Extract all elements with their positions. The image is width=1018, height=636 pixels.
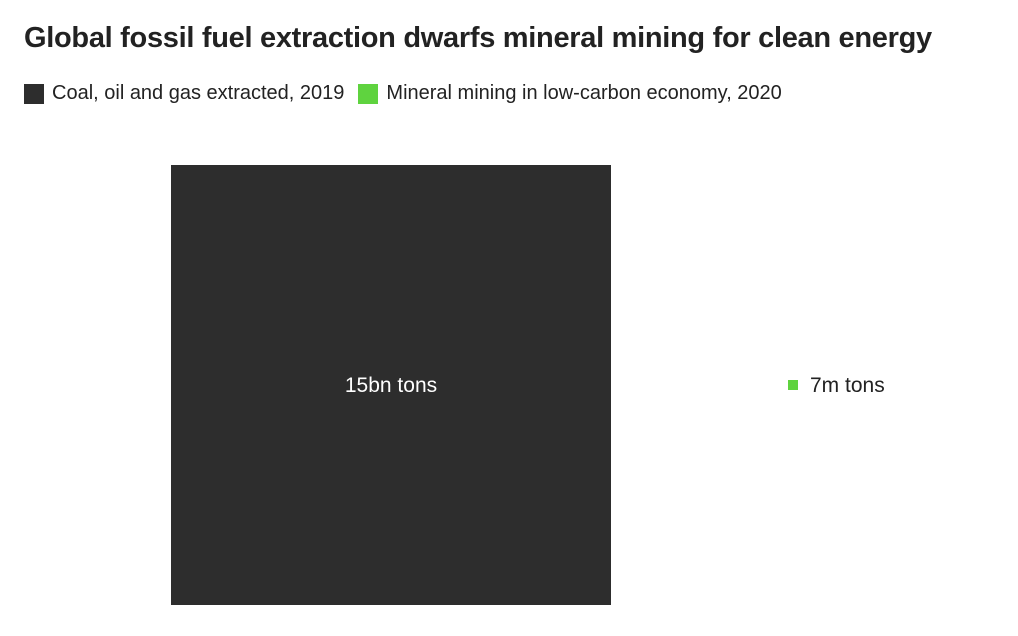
legend-swatch-fossil <box>24 83 44 104</box>
label-fossil: 15bn tons <box>345 374 437 397</box>
legend: Coal, oil and gas extracted, 2019 Minera… <box>24 82 796 105</box>
legend-item-mineral: Mineral mining in low-carbon economy, 20… <box>358 82 782 105</box>
legend-item-fossil: Coal, oil and gas extracted, 2019 <box>24 82 344 105</box>
square-fossil <box>171 165 611 605</box>
chart-title: Global fossil fuel extraction dwarfs min… <box>24 22 932 54</box>
square-mineral <box>788 380 798 390</box>
label-mineral: 7m tons <box>810 374 885 397</box>
legend-swatch-mineral <box>358 83 379 104</box>
legend-label-fossil: Coal, oil and gas extracted, 2019 <box>52 82 345 104</box>
legend-label-mineral: Mineral mining in low-carbon economy, 20… <box>386 82 782 104</box>
